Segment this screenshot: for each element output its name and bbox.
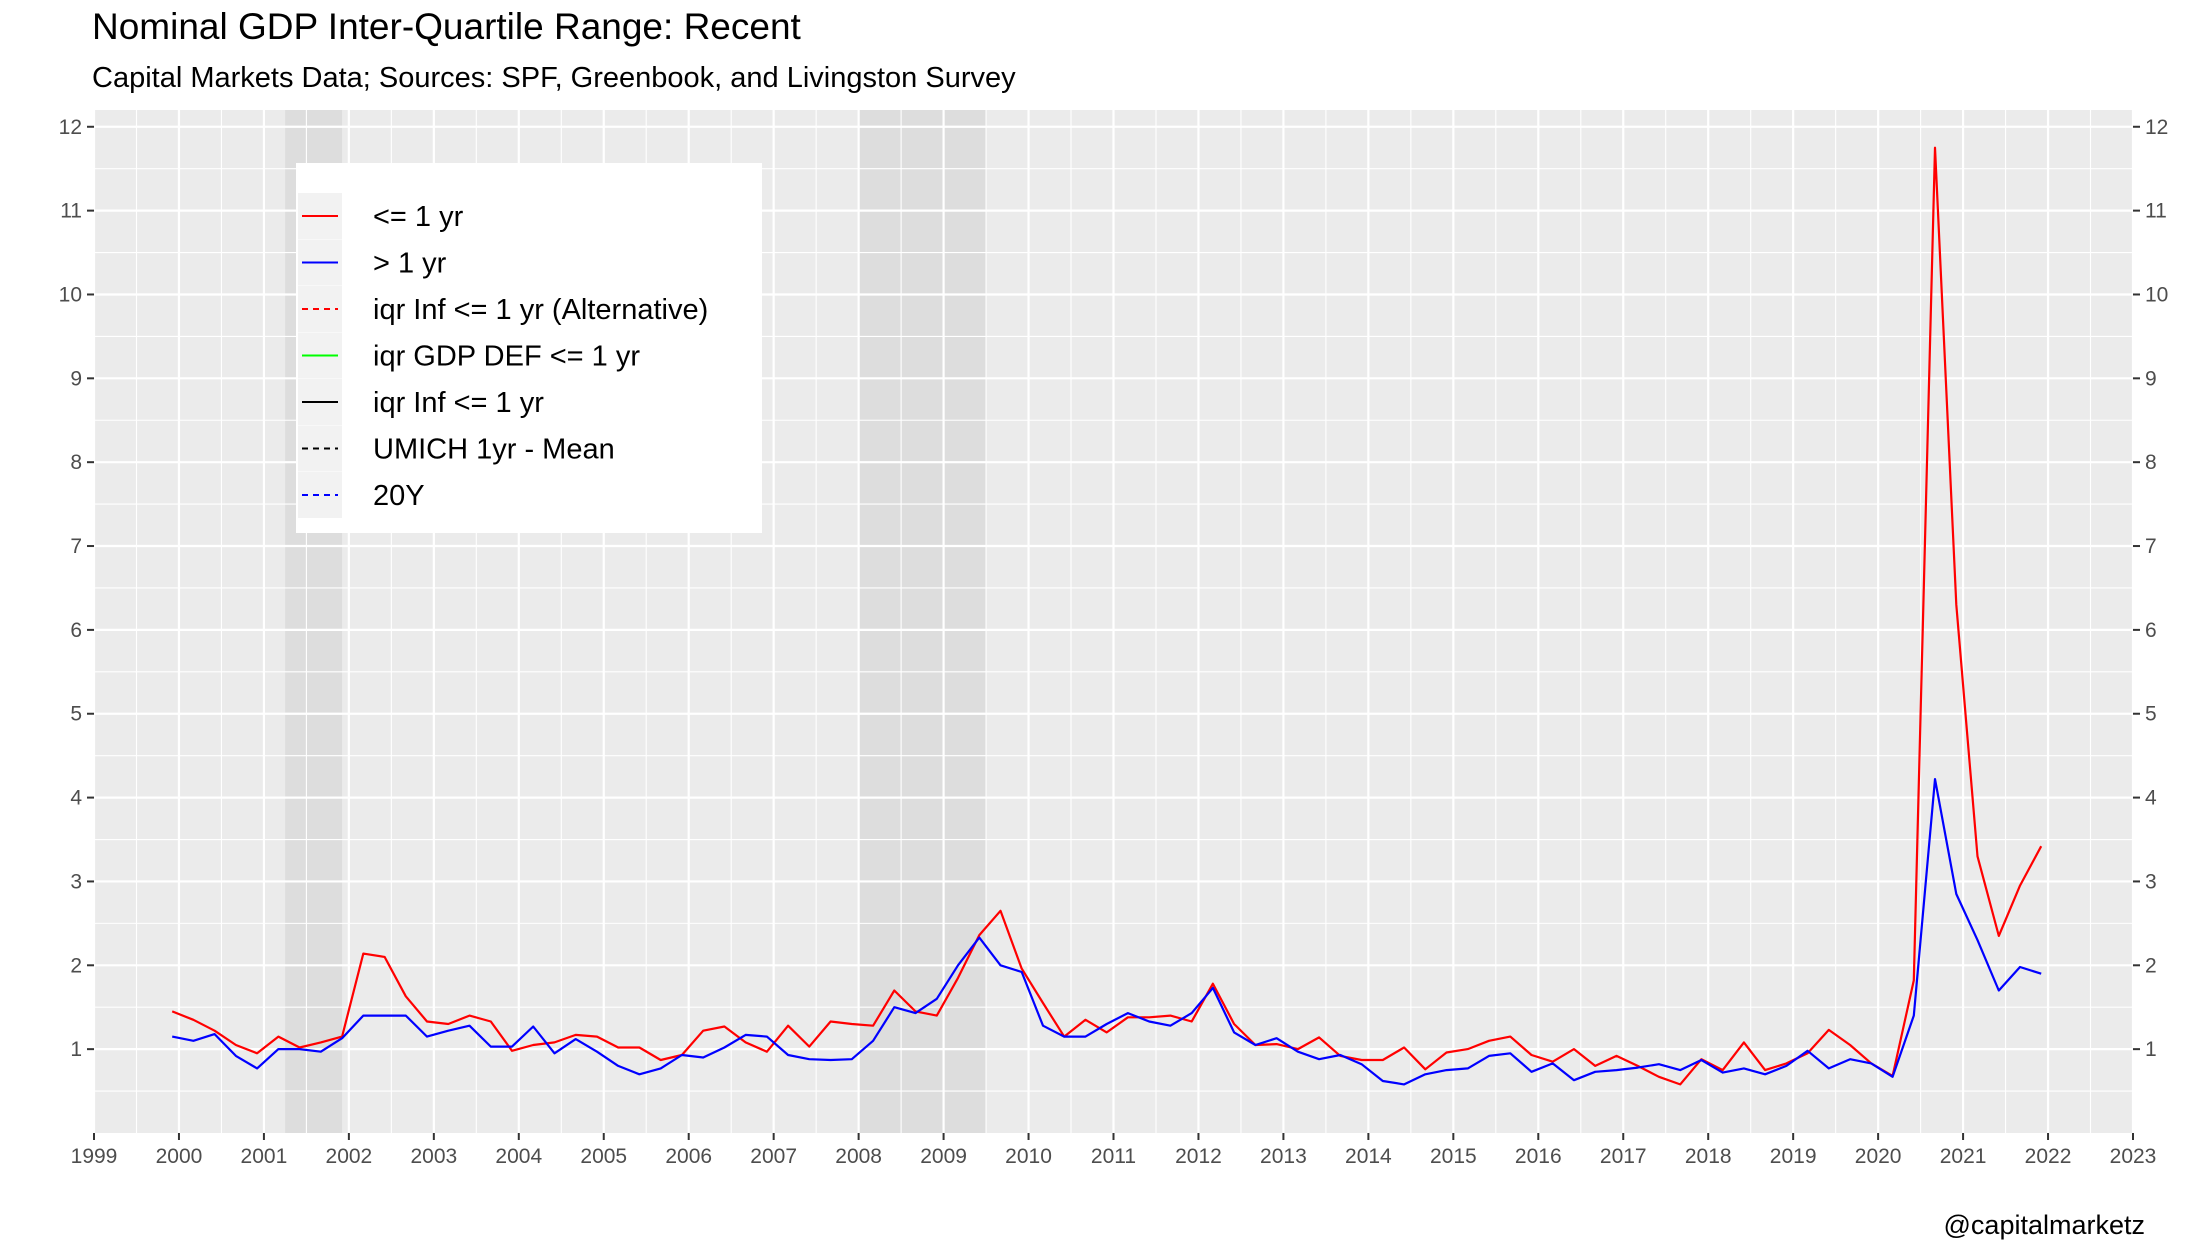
y-tick-label-left: 12 <box>59 116 82 139</box>
legend-label: > 1 yr <box>373 248 447 280</box>
legend: <= 1 yr > 1 yr iqr Inf <= 1 yr (Alternativ… <box>296 163 762 533</box>
legend-label: 20Y <box>373 480 425 512</box>
y-tick-label-right: 1 <box>2145 1038 2157 1061</box>
x-tick-label: 2009 <box>920 1145 967 1168</box>
x-tick-label: 2002 <box>326 1145 373 1168</box>
chart-subtitle: Capital Markets Data; Sources: SPF, Gree… <box>92 62 1016 94</box>
x-tick-label: 2004 <box>495 1145 542 1168</box>
y-tick-label-left: 9 <box>70 367 82 390</box>
x-tick-label: 2022 <box>2025 1145 2072 1168</box>
chart-caption: @capitalmarketz <box>1943 1210 2145 1240</box>
data-series <box>171 146 2043 1086</box>
y-tick-label-left: 4 <box>70 787 82 810</box>
x-tick-label: 2018 <box>1685 1145 1732 1168</box>
x-tick-label: 2007 <box>750 1145 797 1168</box>
x-tick-label: 2010 <box>1005 1145 1052 1168</box>
x-tick-label: 2008 <box>835 1145 882 1168</box>
legend-label: UMICH 1yr - Mean <box>373 434 615 466</box>
y-tick-label-right: 2 <box>2145 954 2157 977</box>
y-tick-label-right: 6 <box>2145 619 2157 642</box>
legend-label: iqr Inf <= 1 yr (Alternative) <box>373 294 708 326</box>
y-tick-label-left: 3 <box>70 870 82 893</box>
legend-label: iqr Inf <= 1 yr <box>373 387 544 419</box>
y-tick-label-left: 2 <box>70 954 82 977</box>
y-tick-label-right: 7 <box>2145 535 2157 558</box>
recession-band <box>858 110 987 1133</box>
x-tick-label: 2021 <box>1940 1145 1987 1168</box>
x-tick-label: 2005 <box>580 1145 627 1168</box>
x-tick-label: 2012 <box>1175 1145 1222 1168</box>
y-tick-label-left: 5 <box>70 703 82 726</box>
x-tick-label: 1999 <box>71 1145 118 1168</box>
x-tick-label: 2011 <box>1091 1145 1136 1168</box>
y-tick-label-right: 8 <box>2145 451 2157 474</box>
y-tick-label-right: 5 <box>2145 703 2157 726</box>
y-tick-label-right: 9 <box>2145 367 2157 390</box>
y-tick-label-left: 6 <box>70 619 82 642</box>
x-tick-label: 2003 <box>410 1145 457 1168</box>
x-tick-label: 2001 <box>241 1145 288 1168</box>
y-tick-label-right: 3 <box>2145 870 2157 893</box>
y-tick-label-right: 4 <box>2145 787 2157 810</box>
x-tick-label: 2013 <box>1260 1145 1307 1168</box>
x-tick-label: 2006 <box>665 1145 712 1168</box>
axes: 1999 2000 2001 2002 2003 2004 2005 2006 2007 2008… <box>59 116 2169 1168</box>
y-tick-label-left: 7 <box>70 535 82 558</box>
x-tick-label: 2015 <box>1430 1145 1477 1168</box>
x-tick-label: 2023 <box>2110 1145 2157 1168</box>
y-tick-label-left: 10 <box>59 283 82 306</box>
legend-label: iqr GDP DEF <= 1 yr <box>373 341 640 373</box>
y-tick-label-left: 11 <box>60 200 82 223</box>
x-tick-label: 2017 <box>1600 1145 1647 1168</box>
chart-title: Nominal GDP Inter-Quartile Range: Recent <box>92 6 801 47</box>
x-tick-label: 2000 <box>156 1145 203 1168</box>
x-tick-label: 2020 <box>1855 1145 1902 1168</box>
x-tick-label: 2014 <box>1345 1145 1392 1168</box>
y-tick-label-left: 8 <box>70 451 82 474</box>
series-line-1-yr <box>171 146 2043 1086</box>
x-tick-label: 2016 <box>1515 1145 1562 1168</box>
y-tick-label-right: 10 <box>2145 283 2168 306</box>
series-line-1-yr <box>171 778 2042 1086</box>
y-tick-label-left: 1 <box>70 1038 82 1061</box>
y-tick-label-right: 12 <box>2145 116 2168 139</box>
x-tick-label: 2019 <box>1770 1145 1817 1168</box>
legend-label: <= 1 yr <box>373 201 464 233</box>
y-tick-label-right: 11 <box>2145 200 2167 223</box>
legend-box <box>296 163 762 533</box>
